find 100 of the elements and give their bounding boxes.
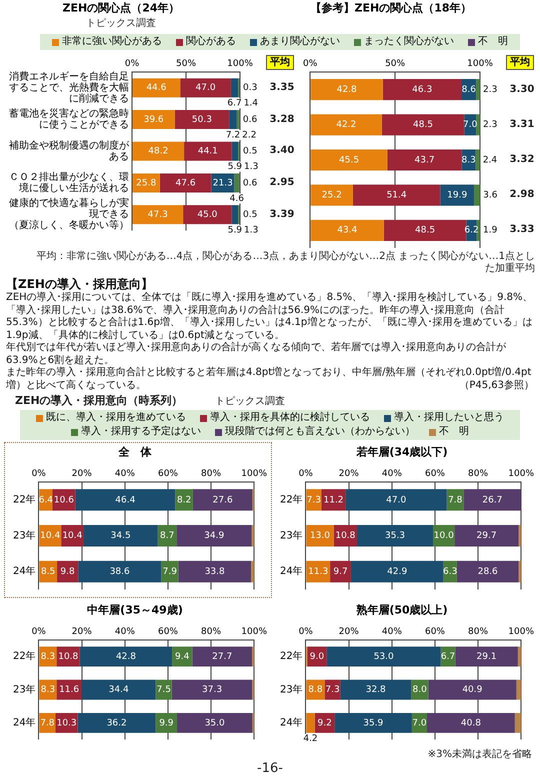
data-label: 50.3 — [192, 114, 212, 125]
text: 平均：非常に強い関心がある…4点，関心がある…3点，あまり関心がない…2点 まったく関心がない…1点とした加重平均 — [35, 251, 535, 275]
chart-title: 【参考】ZEHの関心点（18年） — [310, 1, 472, 14]
x-tick-label: 60% — [158, 626, 178, 637]
bar — [518, 560, 522, 582]
data-label: 0.6 — [242, 178, 258, 188]
bar — [232, 205, 238, 224]
bar — [476, 79, 480, 100]
data-label: 35.3 — [384, 531, 406, 542]
bar — [306, 560, 330, 582]
data-label: 9.8 — [60, 566, 76, 577]
x-tick-label: 0% — [32, 626, 46, 637]
bar — [156, 712, 178, 733]
x-tick-label: 60% — [158, 468, 178, 479]
y-tick-label: 23年 — [12, 529, 36, 542]
x-tick-label: 0% — [124, 58, 140, 69]
data-label: 7.0 — [412, 718, 427, 728]
text: ZEHの導入･採用については、全体では「既に導入･採用を進めている」8.5%、「導入･採用を検討している」9.8%、「導入･採用したい」は38.6%で、導入･採用意向ありの合計は56.9%にのぼった。昨年の導入･採用意向（合計55.3%）と比較すると合計は1.6p増、「導入･採用したい」は4.1p増となったが、「既に導入･採用を進めている」は1.9p減、「具体的に検討している」は0.6pt減となっている。 — [6, 292, 534, 342]
data-label: 8.3 — [40, 685, 56, 696]
data-label: 9.7 — [333, 566, 348, 577]
text: 2.98 — [508, 189, 536, 202]
data-label: 4.6 — [230, 194, 244, 204]
bar — [160, 173, 212, 192]
bar — [518, 646, 522, 667]
data-label: 1.9 — [483, 226, 498, 236]
data-label: 3.6 — [483, 190, 498, 201]
bar — [132, 205, 184, 224]
text: 平均 — [266, 55, 294, 70]
y-tick-label: 22年 — [280, 494, 303, 506]
y-tick-label: 24年 — [280, 565, 303, 578]
x-tick-label: 40% — [114, 626, 136, 637]
data-label: 8.6 — [462, 84, 476, 95]
data-label: 8.3 — [40, 652, 56, 662]
bar — [234, 173, 240, 192]
y-tick-label: 消費エネルギーを自給自足することで、光熱費を大幅に削減できる — [9, 70, 129, 104]
bar — [192, 489, 252, 511]
bar — [310, 79, 383, 100]
data-label: 45.0 — [197, 210, 218, 220]
data-label: 47.0 — [386, 495, 406, 506]
y-tick-label: 23年 — [280, 683, 303, 696]
bar — [229, 110, 237, 130]
bar — [310, 220, 384, 241]
data-label: 40.9 — [462, 685, 483, 696]
data-label: 8.5 — [40, 566, 56, 577]
bar — [382, 79, 462, 100]
bar — [428, 680, 516, 700]
data-label: 11.2 — [323, 495, 344, 506]
bar — [82, 680, 156, 700]
bar — [310, 184, 353, 206]
bar — [455, 646, 518, 667]
data-label: 10.8 — [58, 652, 79, 662]
bar — [310, 149, 388, 171]
bar — [75, 489, 176, 511]
data-label: 7.8 — [40, 718, 55, 728]
data-label: 42.8 — [336, 84, 358, 95]
bar — [183, 205, 232, 224]
data-label: 51.4 — [386, 190, 407, 201]
data-label: 10.4 — [40, 531, 60, 542]
y-tick-label: 24年 — [12, 565, 36, 578]
data-label: 7.3 — [325, 685, 340, 696]
bar — [456, 560, 519, 582]
data-label: 35.9 — [363, 718, 384, 728]
data-label: 46.3 — [412, 84, 432, 95]
data-label: 7.8 — [448, 495, 463, 506]
data-label: 38.6 — [110, 566, 130, 577]
data-label: 48.5 — [415, 226, 436, 236]
x-tick-label: 80% — [468, 626, 488, 637]
bar — [352, 184, 440, 206]
bar — [476, 149, 480, 171]
bar — [192, 646, 252, 667]
text: -16- — [256, 761, 284, 776]
y-tick-label: 健康的で快適な暮らしが実現できる（夏涼しく、冬暖かい等） — [9, 197, 129, 232]
data-label: 1.3 — [244, 162, 258, 172]
data-label: 29.1 — [476, 652, 497, 662]
data-label: 19.9 — [447, 190, 468, 201]
bar — [382, 114, 464, 136]
text: （P45,63参照） — [459, 380, 534, 392]
x-tick-label: 100% — [241, 468, 268, 479]
data-label: 42.2 — [336, 120, 356, 130]
x-tick-label: 40% — [114, 468, 136, 479]
data-label: 43.7 — [414, 155, 435, 166]
chart-subtitle: トピックス調査 — [86, 16, 156, 29]
x-tick-label: 60% — [424, 626, 446, 637]
bar — [321, 489, 346, 511]
data-label: 10.4 — [62, 531, 83, 542]
legend-label: 既に、導入・採用を進めている — [46, 411, 186, 425]
data-label: 10.8 — [335, 531, 356, 542]
bar — [356, 525, 434, 546]
legend-label: 導入・採用を具体的に検討している — [210, 411, 370, 425]
x-tick-label: 40% — [382, 468, 402, 479]
data-label: 42.9 — [387, 566, 408, 577]
data-label: 7.5 — [156, 685, 171, 696]
data-label: 2.2 — [242, 130, 256, 140]
bar — [172, 680, 252, 700]
data-label: 27.7 — [212, 652, 232, 662]
data-label: 21.3 — [212, 178, 233, 188]
bar — [474, 184, 480, 206]
data-label: 0.3 — [243, 83, 258, 94]
bar — [384, 220, 466, 241]
bar — [387, 149, 462, 171]
